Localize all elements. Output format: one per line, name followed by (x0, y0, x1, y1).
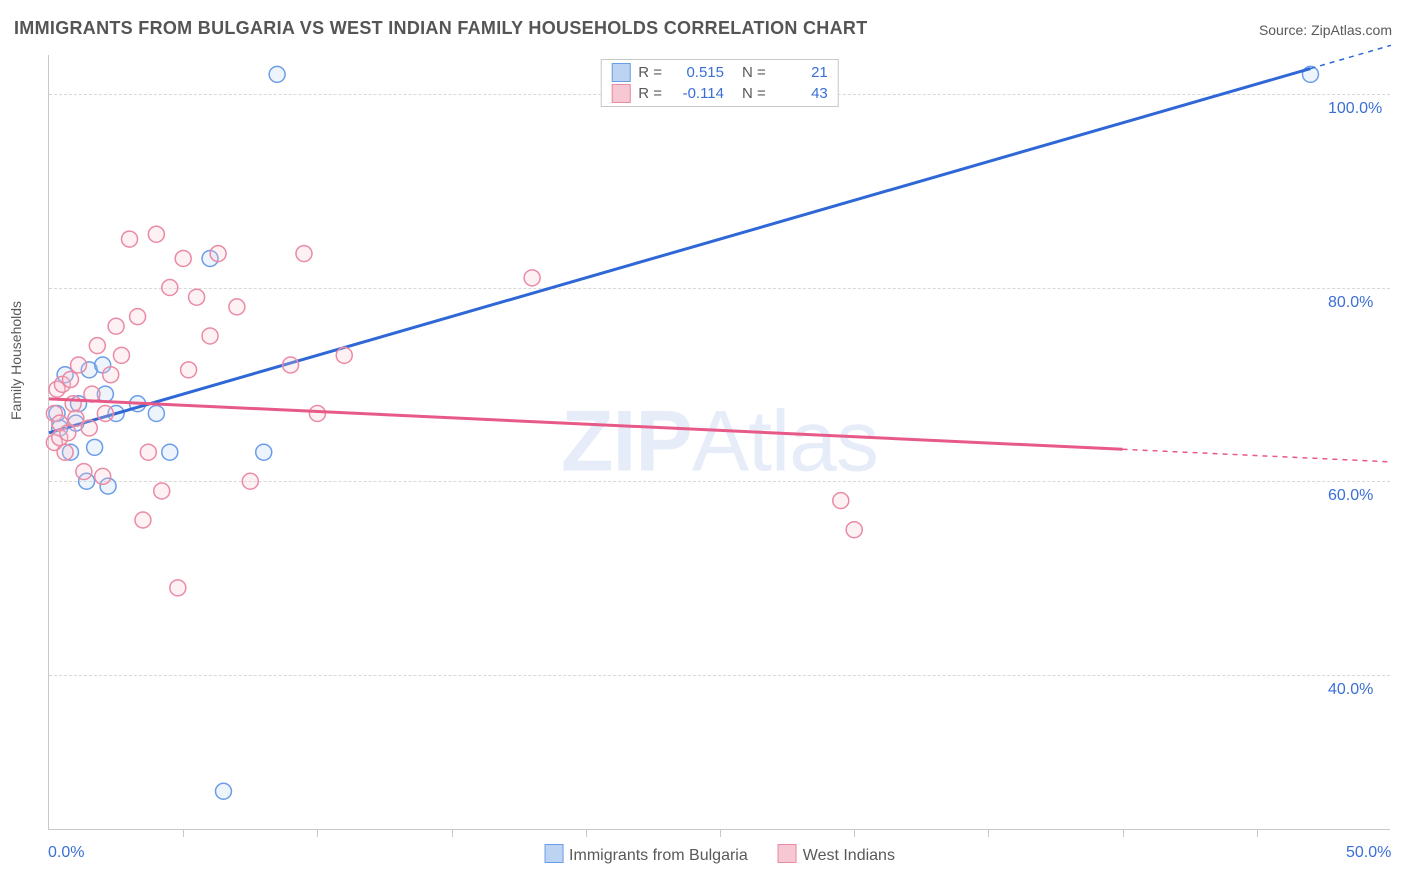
legend-n-label: N = (742, 64, 766, 81)
data-point-west_indian (336, 347, 352, 363)
legend-r-value: 0.515 (670, 64, 724, 81)
source-label: Source: ZipAtlas.com (1259, 22, 1392, 38)
data-point-west_indian (60, 425, 76, 441)
data-point-west_indian (846, 522, 862, 538)
legend-label: West Indians (803, 847, 895, 864)
legend-r-value: -0.114 (670, 85, 724, 102)
y-axis-label: Family Households (8, 301, 24, 420)
legend-n-value: 43 (774, 85, 828, 102)
y-tick-label: 100.0% (1328, 100, 1382, 118)
x-minor-tick (1123, 829, 1124, 837)
data-point-west_indian (113, 347, 129, 363)
data-point-west_indian (130, 309, 146, 325)
data-point-bulgaria (162, 444, 178, 460)
data-point-bulgaria (269, 66, 285, 82)
data-point-west_indian (108, 318, 124, 334)
data-point-west_indian (81, 420, 97, 436)
legend-swatch-bulgaria (611, 63, 630, 82)
x-minor-tick (988, 829, 989, 837)
correlation-legend: R = 0.515 N = 21 R = -0.114 N = 43 (600, 59, 839, 107)
x-minor-tick (1257, 829, 1258, 837)
data-point-west_indian (309, 405, 325, 421)
data-point-west_indian (833, 493, 849, 509)
data-point-west_indian (296, 246, 312, 262)
data-point-west_indian (154, 483, 170, 499)
data-point-west_indian (65, 396, 81, 412)
chart-plot-area: ZIPAtlas R =0.515N =21R =-0.114N =43 Imm… (48, 55, 1390, 830)
legend-swatch-west_indian (611, 84, 630, 103)
legend-r-label: R = (638, 64, 662, 81)
legend-r-label: R = (638, 85, 662, 102)
x-minor-tick (317, 829, 318, 837)
data-point-west_indian (148, 226, 164, 242)
data-point-west_indian (189, 289, 205, 305)
data-point-west_indian (175, 250, 191, 266)
data-point-west_indian (103, 367, 119, 383)
data-point-west_indian (122, 231, 138, 247)
legend-row-west_indian: R = -0.114 N = 43 (601, 83, 838, 104)
data-point-west_indian (210, 246, 226, 262)
legend-label: Immigrants from Bulgaria (569, 847, 748, 864)
data-point-west_indian (170, 580, 186, 596)
y-tick-label: 80.0% (1328, 294, 1373, 312)
data-point-bulgaria (256, 444, 272, 460)
data-point-bulgaria (148, 405, 164, 421)
data-point-west_indian (229, 299, 245, 315)
data-point-west_indian (524, 270, 540, 286)
data-point-west_indian (135, 512, 151, 528)
data-point-west_indian (162, 280, 178, 296)
series-legend: Immigrants from Bulgaria West Indians (544, 844, 895, 865)
regression-line-bulgaria (49, 69, 1310, 433)
regression-line-west_indian (49, 399, 1123, 449)
data-point-bulgaria (87, 439, 103, 455)
legend-n-label: N = (742, 85, 766, 102)
data-point-west_indian (68, 410, 84, 426)
regression-dash-bulgaria (1310, 45, 1391, 68)
y-tick-label: 60.0% (1328, 487, 1373, 505)
data-point-west_indian (71, 357, 87, 373)
legend-n-value: 21 (774, 64, 828, 81)
data-point-west_indian (76, 464, 92, 480)
data-point-bulgaria (215, 783, 231, 799)
legend-swatch-west_indian (778, 844, 797, 863)
chart-svg-layer (49, 55, 1390, 829)
legend-row-bulgaria: R = 0.515 N = 21 (601, 62, 838, 83)
data-point-west_indian (97, 405, 113, 421)
regression-dash-west_indian (1123, 449, 1391, 462)
source-name: ZipAtlas.com (1311, 22, 1392, 38)
chart-title: IMMIGRANTS FROM BULGARIA VS WEST INDIAN … (14, 18, 868, 39)
data-point-west_indian (283, 357, 299, 373)
legend-item-west_indian: West Indians (778, 844, 895, 865)
data-point-west_indian (57, 444, 73, 460)
x-minor-tick (854, 829, 855, 837)
data-point-west_indian (202, 328, 218, 344)
legend-swatch-bulgaria (544, 844, 563, 863)
data-point-west_indian (95, 468, 111, 484)
x-minor-tick (183, 829, 184, 837)
y-tick-label: 40.0% (1328, 681, 1373, 699)
data-point-west_indian (62, 372, 78, 388)
x-minor-tick (452, 829, 453, 837)
data-point-west_indian (242, 473, 258, 489)
x-tick-label: 0.0% (48, 844, 84, 862)
data-point-west_indian (140, 444, 156, 460)
legend-item-bulgaria: Immigrants from Bulgaria (544, 844, 748, 865)
x-minor-tick (586, 829, 587, 837)
x-minor-tick (720, 829, 721, 837)
source-prefix: Source: (1259, 22, 1311, 38)
data-point-west_indian (89, 338, 105, 354)
x-tick-label: 50.0% (1346, 844, 1391, 862)
data-point-west_indian (181, 362, 197, 378)
